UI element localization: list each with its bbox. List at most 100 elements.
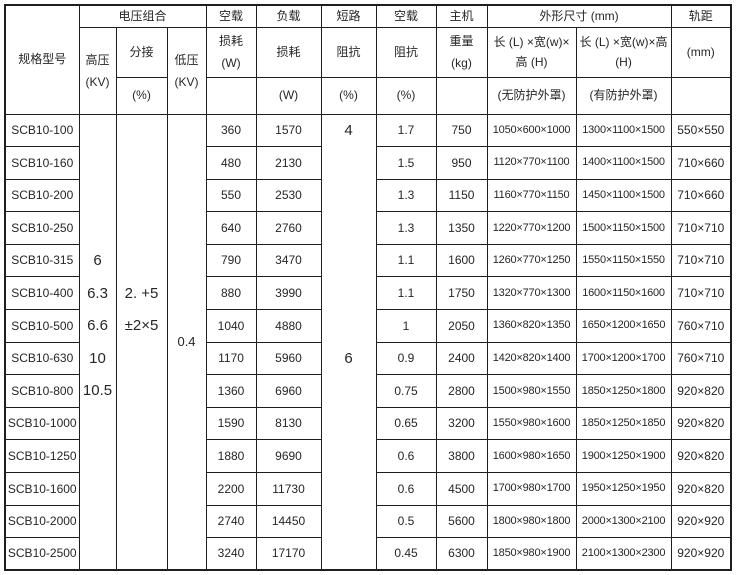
model-cell: SCB10-1600 <box>4 472 80 506</box>
no-load-imp-cell: 0.6 <box>375 439 437 474</box>
gauge-cell: 920×820 <box>670 472 732 506</box>
gauge-cell: 760×710 <box>670 341 732 376</box>
dims-with-cover-cell: 1700×1200×1700 <box>575 341 672 376</box>
load-loss-cell: 2760 <box>255 211 322 245</box>
gauge-cell: 710×710 <box>670 243 732 278</box>
lv-label: 低压 <box>174 52 199 67</box>
model-cell: SCB10-630 <box>4 341 80 376</box>
weight-cell: 950 <box>435 146 488 180</box>
hv-value: 10 <box>89 349 106 367</box>
hv-value: 6 <box>93 252 102 270</box>
header-voltage-group: 电压组合 <box>78 4 207 28</box>
dims-no-cover-cell: 1260×770×1250 <box>486 243 577 278</box>
header-load-loss-unit: (W) <box>255 76 322 115</box>
table-row: SCB10-630 1170 5960 0.9 2400 1420×820×14… <box>4 341 732 376</box>
dims-no-cover-cell: 1550×980×1600 <box>486 406 577 441</box>
load-loss-cell: 1570 <box>255 113 322 148</box>
dims-with-cover-cell: 1950×1250×1950 <box>575 472 672 506</box>
model-cell: SCB10-500 <box>4 309 80 343</box>
short-imp-merged-cell: 4 6 <box>320 113 377 571</box>
dims-with-cover-cell: 1900×1250×1900 <box>575 439 672 474</box>
dims-with-cover-cell: 1400×1100×1500 <box>575 146 672 180</box>
weight-cell: 1150 <box>435 178 488 213</box>
table-row: SCB10-1000 1590 8130 0.65 3200 1550×980×… <box>4 406 732 441</box>
model-cell: SCB10-100 <box>4 113 80 148</box>
gauge-cell: 550×550 <box>670 113 732 148</box>
weight-label: 重量 <box>449 34 474 48</box>
gauge-cell: 920×920 <box>670 537 732 571</box>
dims-no-cover-cell: 1800×980×1800 <box>486 504 577 539</box>
model-cell: SCB10-250 <box>4 211 80 245</box>
table-row: SCB10-315 790 3470 1.1 1600 1260×770×125… <box>4 243 732 278</box>
no-load-loss-cell: 1040 <box>205 309 257 343</box>
load-loss-cell: 4880 <box>255 309 322 343</box>
header-dims-no-cover-note: (无防护外罩) <box>486 76 577 115</box>
header-tap: 分接 <box>115 26 168 78</box>
no-load-imp-cell: 1.3 <box>375 211 437 245</box>
header-model: 规格型号 <box>4 4 80 115</box>
hv-value: 6.6 <box>87 317 108 335</box>
hv-value: 6.3 <box>87 284 108 302</box>
header-no-load-imp-unit: (%) <box>375 76 437 115</box>
dims-with-cover-cell: 1850×1250×1800 <box>575 374 672 408</box>
no-load-imp-cell: 1 <box>375 309 437 343</box>
header-host-group: 主机 <box>435 4 488 28</box>
weight-cell: 6300 <box>435 537 488 571</box>
dims-no-cover-cell: 1360×820×1350 <box>486 309 577 343</box>
table-row: SCB10-2500 3240 17170 0.45 6300 1850×980… <box>4 537 732 571</box>
weight-cell: 3800 <box>435 439 488 474</box>
header-row-3: (%) (W) (%) (%) (无防护外罩) (有防护外罩) <box>5 76 732 115</box>
header-row-2: 高压 (KV) 分接 低压 (KV) 损耗 (W) 损耗 阻抗 阻抗 重量 (k… <box>5 26 732 115</box>
table-row: SCB10-800 1360 6960 0.75 2800 1500×980×1… <box>4 374 732 408</box>
hv-values-merged-cell: 6 6.3 6.6 10 10.5 <box>78 113 117 571</box>
no-load-imp-cell: 0.75 <box>375 374 437 408</box>
header-row-1: 规格型号 电压组合 空载 负载 短路 空载 主机 外形尺寸 (mm) 轨距 <box>4 4 732 115</box>
header-tap-unit: (%) <box>115 76 168 115</box>
model-cell: SCB10-800 <box>4 374 80 408</box>
dims-no-cover-cell: 1600×980×1650 <box>486 439 577 474</box>
hv-unit: (KV) <box>85 74 110 89</box>
header-short-imp-unit: (%) <box>320 76 377 115</box>
no-load-loss-cell: 360 <box>205 113 257 148</box>
load-loss-cell: 5960 <box>255 341 322 376</box>
no-load-imp-cell: 0.65 <box>375 406 437 441</box>
dims-no-cover-cell: 1420×820×1400 <box>486 341 577 376</box>
model-cell: SCB10-1250 <box>4 439 80 474</box>
gauge-cell: 710×710 <box>670 211 732 245</box>
weight-cell: 2050 <box>435 309 488 343</box>
gauge-cell: 920×920 <box>670 504 732 539</box>
header-weight: 重量 (kg) <box>435 26 488 78</box>
no-load-imp-cell: 0.9 <box>375 341 437 376</box>
short-imp-value: 4 <box>344 122 353 140</box>
header-empty-no-load-loss <box>205 76 257 115</box>
transformer-spec-table: 规格型号 电压组合 空载 负载 短路 空载 主机 外形尺寸 (mm) 轨距 高压… <box>4 4 733 572</box>
header-lv: 低压 (KV) <box>166 26 207 115</box>
weight-cell: 3200 <box>435 406 488 441</box>
weight-cell: 1750 <box>435 276 488 311</box>
load-loss-cell: 2530 <box>255 178 322 213</box>
header-gauge: 轨距 <box>670 4 732 28</box>
weight-cell: 5600 <box>435 504 488 539</box>
gauge-cell: 710×660 <box>670 146 732 180</box>
lv-value: 0.4 <box>177 333 196 349</box>
load-loss-cell: 6960 <box>255 374 322 408</box>
no-load-imp-cell: 1.1 <box>375 276 437 311</box>
dims-with-cover-cell: 1850×1250×1850 <box>575 406 672 441</box>
dims-with-cover-cell: 1600×1150×1600 <box>575 276 672 311</box>
tap-line: 2. +5 <box>124 284 159 302</box>
no-load-imp-cell: 1.5 <box>375 146 437 180</box>
header-gauge-unit: (mm) <box>670 26 732 78</box>
no-load-loss-cell: 640 <box>205 211 257 245</box>
no-load-loss-cell: 1170 <box>205 341 257 376</box>
no-load-loss-cell: 550 <box>205 178 257 213</box>
no-load-loss-cell: 2740 <box>205 504 257 539</box>
model-cell: SCB10-2000 <box>4 504 80 539</box>
no-load-loss-cell: 790 <box>205 243 257 278</box>
dims-with-cover-cell: 1450×1100×1500 <box>575 178 672 213</box>
no-load-loss-cell: 1880 <box>205 439 257 474</box>
no-load-imp-cell: 0.45 <box>375 537 437 571</box>
header-dims-no-cover: 长 (L) ×宽(w)×高 (H) <box>486 26 577 78</box>
no-load-loss-cell: 480 <box>205 146 257 180</box>
no-load-loss-label: 损耗 <box>219 34 244 48</box>
